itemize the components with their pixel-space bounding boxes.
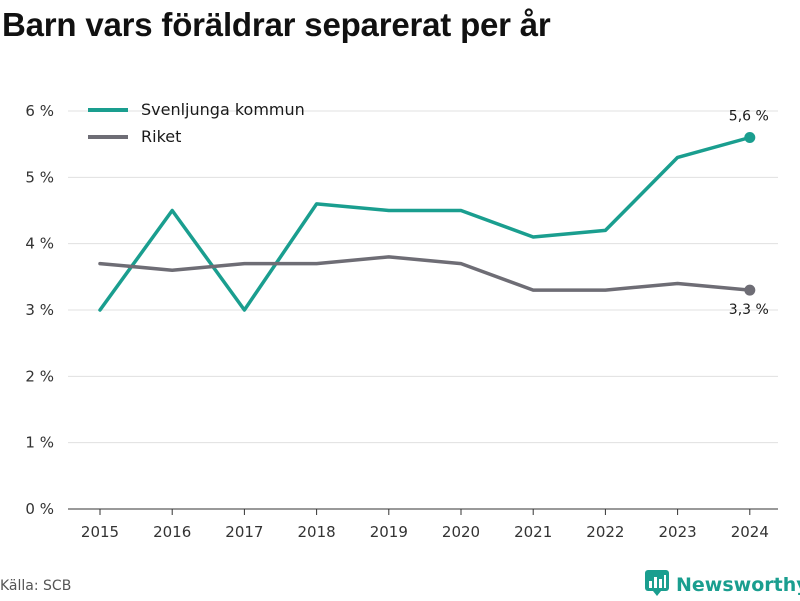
y-tick-label: 4 % <box>25 235 54 253</box>
x-tick-label: 2022 <box>586 523 624 541</box>
chart-title: Barn vars föräldrar separerat per år <box>2 6 551 43</box>
x-tick-label: 2024 <box>731 523 769 541</box>
y-tick-label: 5 % <box>25 168 54 186</box>
series-end-point-1 <box>744 284 756 296</box>
x-tick-label: 2019 <box>370 523 408 541</box>
x-tick-label: 2015 <box>81 523 119 541</box>
end-value-label: 5,6 % <box>729 109 769 125</box>
y-tick-label: 6 % <box>25 102 54 120</box>
legend-label: Svenljunga kommun <box>141 100 305 119</box>
x-tick-label: 2021 <box>514 523 552 541</box>
y-tick-label: 0 % <box>25 500 54 518</box>
x-tick-label: 2016 <box>153 523 191 541</box>
source-note: Källa: SCB <box>0 578 72 594</box>
brand: Newsworthy <box>644 570 800 600</box>
x-tick-label: 2017 <box>225 523 263 541</box>
legend-label: Riket <box>141 127 181 146</box>
end-value-label: 3,3 % <box>729 302 769 318</box>
brand-name: Newsworthy <box>676 574 800 596</box>
y-tick-label: 3 % <box>25 301 54 319</box>
x-tick-label: 2020 <box>442 523 480 541</box>
series-line-1 <box>98 255 752 292</box>
y-tick-label: 1 % <box>25 434 54 452</box>
series-end-point-0 <box>744 132 756 144</box>
series-line-0 <box>98 135 752 312</box>
x-tick-label: 2023 <box>659 523 697 541</box>
y-tick-label: 2 % <box>25 367 54 385</box>
newsworthy-logo-icon <box>644 569 670 601</box>
x-tick-label: 2018 <box>298 523 336 541</box>
